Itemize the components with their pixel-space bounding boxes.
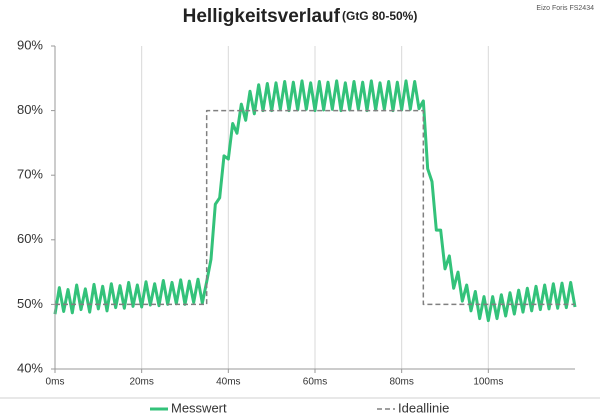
series-line [53, 79, 577, 323]
y-tick-label: 40% [17, 360, 43, 375]
x-tick-label: 20ms [129, 377, 153, 388]
corner-note: Eizo Foris FS2434 [536, 5, 594, 12]
plot-area [53, 79, 577, 323]
chart-subtitle: (GtG 80-50%) [342, 9, 417, 23]
chart-title: Helligkeitsverlauf [183, 6, 341, 27]
y-tick-label: 70% [17, 167, 43, 182]
y-tick-label: 60% [17, 231, 43, 246]
x-tick-label: 40ms [216, 377, 240, 388]
x-tick-label: 0ms [46, 377, 65, 388]
y-tick-label: 90% [17, 37, 43, 52]
y-tick-label: 80% [17, 102, 43, 117]
x-tick-label: 100ms [473, 377, 503, 388]
legend-label: Messwert [171, 400, 227, 415]
legend-label: Ideallinie [398, 400, 449, 415]
y-tick-label: 50% [17, 296, 43, 311]
chart-title-group: Helligkeitsverlauf (GtG 80-50%) [183, 6, 418, 27]
legend: Messwert Ideallinie [150, 400, 449, 415]
x-tick-label: 60ms [303, 377, 327, 388]
x-tick-label: 80ms [389, 377, 413, 388]
axes: 0ms 20ms 40ms 60ms 80ms 100ms 40% 50% 60% 70% 80% 9… [17, 37, 575, 388]
